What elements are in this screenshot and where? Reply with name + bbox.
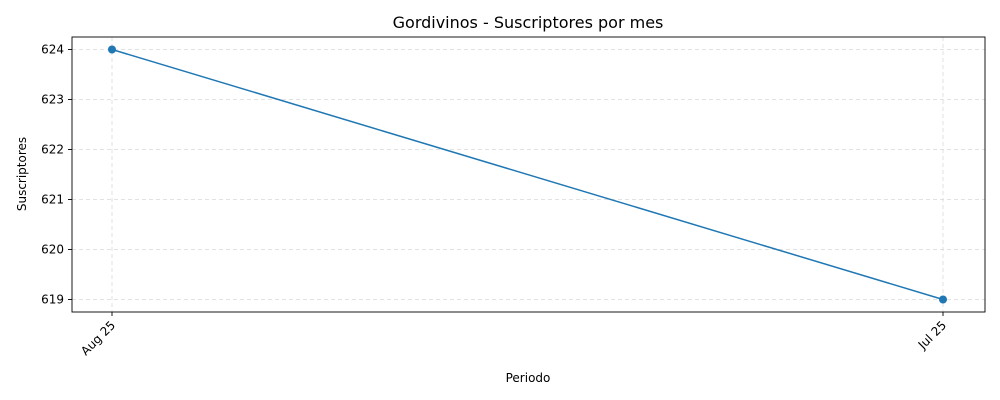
y-tick-label: 623: [41, 93, 64, 107]
y-tick-label: 624: [41, 43, 64, 57]
grid: [72, 37, 985, 312]
y-axis-label: Suscriptores: [15, 137, 29, 211]
chart-title: Gordivinos - Suscriptores por mes: [393, 13, 664, 32]
y-axis: 619 620 621 622 623 624: [41, 43, 72, 307]
plot-frame: [71, 36, 986, 313]
y-tick-label: 622: [41, 143, 64, 157]
y-tick-label: 621: [41, 193, 64, 207]
series-line: [111, 48, 944, 301]
data-point: [939, 295, 947, 304]
x-tick-label: Jul 25: [915, 318, 949, 352]
x-axis: Aug 25 Jul 25: [78, 312, 949, 358]
y-tick-label: 620: [41, 243, 64, 257]
x-tick-label: Aug 25: [78, 318, 118, 358]
series-layer: [108, 45, 947, 304]
data-point: [108, 45, 116, 54]
x-axis-label: Periodo: [506, 371, 551, 385]
y-tick-label: 619: [41, 293, 64, 307]
